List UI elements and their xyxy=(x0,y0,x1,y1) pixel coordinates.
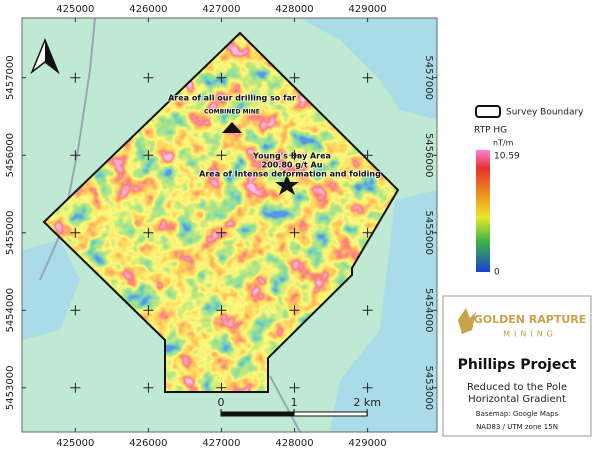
legend-layer: RTP HG xyxy=(474,126,507,136)
survey-boundary xyxy=(42,31,400,393)
subtitle: Horizontal Gradient xyxy=(468,394,566,405)
grid-cross xyxy=(289,227,300,238)
grid-cross xyxy=(70,382,81,393)
grid-cross xyxy=(70,305,81,316)
scale-label: 2 km xyxy=(353,396,381,409)
grid-cross xyxy=(362,305,373,316)
grid-cross xyxy=(143,382,154,393)
northing-label: 5454000 xyxy=(423,288,434,333)
easting-label: 428000 xyxy=(275,4,313,15)
northing-label: 5453000 xyxy=(423,366,434,411)
legend-unit: nT/m xyxy=(493,139,514,148)
project-title: Phillips Project xyxy=(458,357,577,373)
company-sub: MINING xyxy=(503,330,557,339)
grid-cross xyxy=(143,305,154,316)
annotation: Young's Bay Area xyxy=(252,152,331,161)
grid-cross xyxy=(362,150,373,161)
grid-cross xyxy=(70,227,81,238)
easting-label: 428000 xyxy=(275,438,313,449)
scale-label: 0 xyxy=(218,396,225,409)
company: GOLDEN RAPTURE xyxy=(474,313,587,326)
easting-label: 427000 xyxy=(202,438,240,449)
easting-label: 429000 xyxy=(348,4,386,15)
scale-segment xyxy=(293,411,368,417)
northing-label: 5456000 xyxy=(5,133,16,178)
easting-label: 427000 xyxy=(202,4,240,15)
grid-cross xyxy=(143,227,154,238)
grid-cross xyxy=(216,305,227,316)
colorbar-label: 0 xyxy=(494,268,500,278)
northing-label: 5456000 xyxy=(423,133,434,178)
star-marker xyxy=(275,174,299,195)
legend: Survey Boundary RTP HG nT/m xyxy=(474,105,584,148)
mine-marker xyxy=(222,122,242,133)
grid-cross xyxy=(289,150,300,161)
northing-label: 5454000 xyxy=(5,288,16,333)
grid-cross xyxy=(289,305,300,316)
easting-label: 426000 xyxy=(129,4,167,15)
grid-cross xyxy=(70,150,81,161)
annotation: Area of all our drilling so far xyxy=(168,94,296,103)
annotation: COMBINED MINE xyxy=(204,109,260,116)
grid-cross xyxy=(216,150,227,161)
grid-cross xyxy=(289,72,300,83)
annotation: 200.80 g/t Au xyxy=(262,161,323,170)
grid-cross xyxy=(143,72,154,83)
easting-label: 429000 xyxy=(348,438,386,449)
grid-cross xyxy=(216,72,227,83)
easting-label: 426000 xyxy=(129,438,167,449)
northing-label: 5457000 xyxy=(5,55,16,100)
northing-label: 5453000 xyxy=(5,366,16,411)
basemap xyxy=(22,18,437,432)
grid-cross xyxy=(216,227,227,238)
crs: NAD83 / UTM zone 15N xyxy=(476,423,558,431)
grid-cross xyxy=(70,72,81,83)
grid-cross xyxy=(362,227,373,238)
scale-label: 1 xyxy=(291,396,298,409)
north-arrow xyxy=(30,38,60,75)
subtitle: Reduced to the Pole xyxy=(467,382,567,393)
grid-cross xyxy=(143,150,154,161)
northing-label: 5455000 xyxy=(5,210,16,255)
logo-icon xyxy=(458,308,476,334)
northing-label: 5455000 xyxy=(423,210,434,255)
annotation: Area of Intense deformation and folding xyxy=(199,170,381,179)
map-frame xyxy=(21,17,438,433)
easting-label: 425000 xyxy=(56,438,94,449)
scale-segment xyxy=(220,411,295,417)
easting-label: 425000 xyxy=(56,4,94,15)
boundary-swatch xyxy=(475,105,501,118)
colorbar xyxy=(476,150,490,272)
northing-label: 5457000 xyxy=(423,55,434,100)
grid-cross xyxy=(216,382,227,393)
colorbar-label: 10.59 xyxy=(494,152,520,162)
grid-cross xyxy=(362,382,373,393)
info-box: GOLDEN RAPTURE MINING Phillips Project R… xyxy=(442,295,592,437)
grid-cross xyxy=(362,72,373,83)
basemap: Basemap: Google Maps xyxy=(476,410,559,418)
legend-label: Survey Boundary xyxy=(506,108,584,118)
grid-cross xyxy=(289,382,300,393)
